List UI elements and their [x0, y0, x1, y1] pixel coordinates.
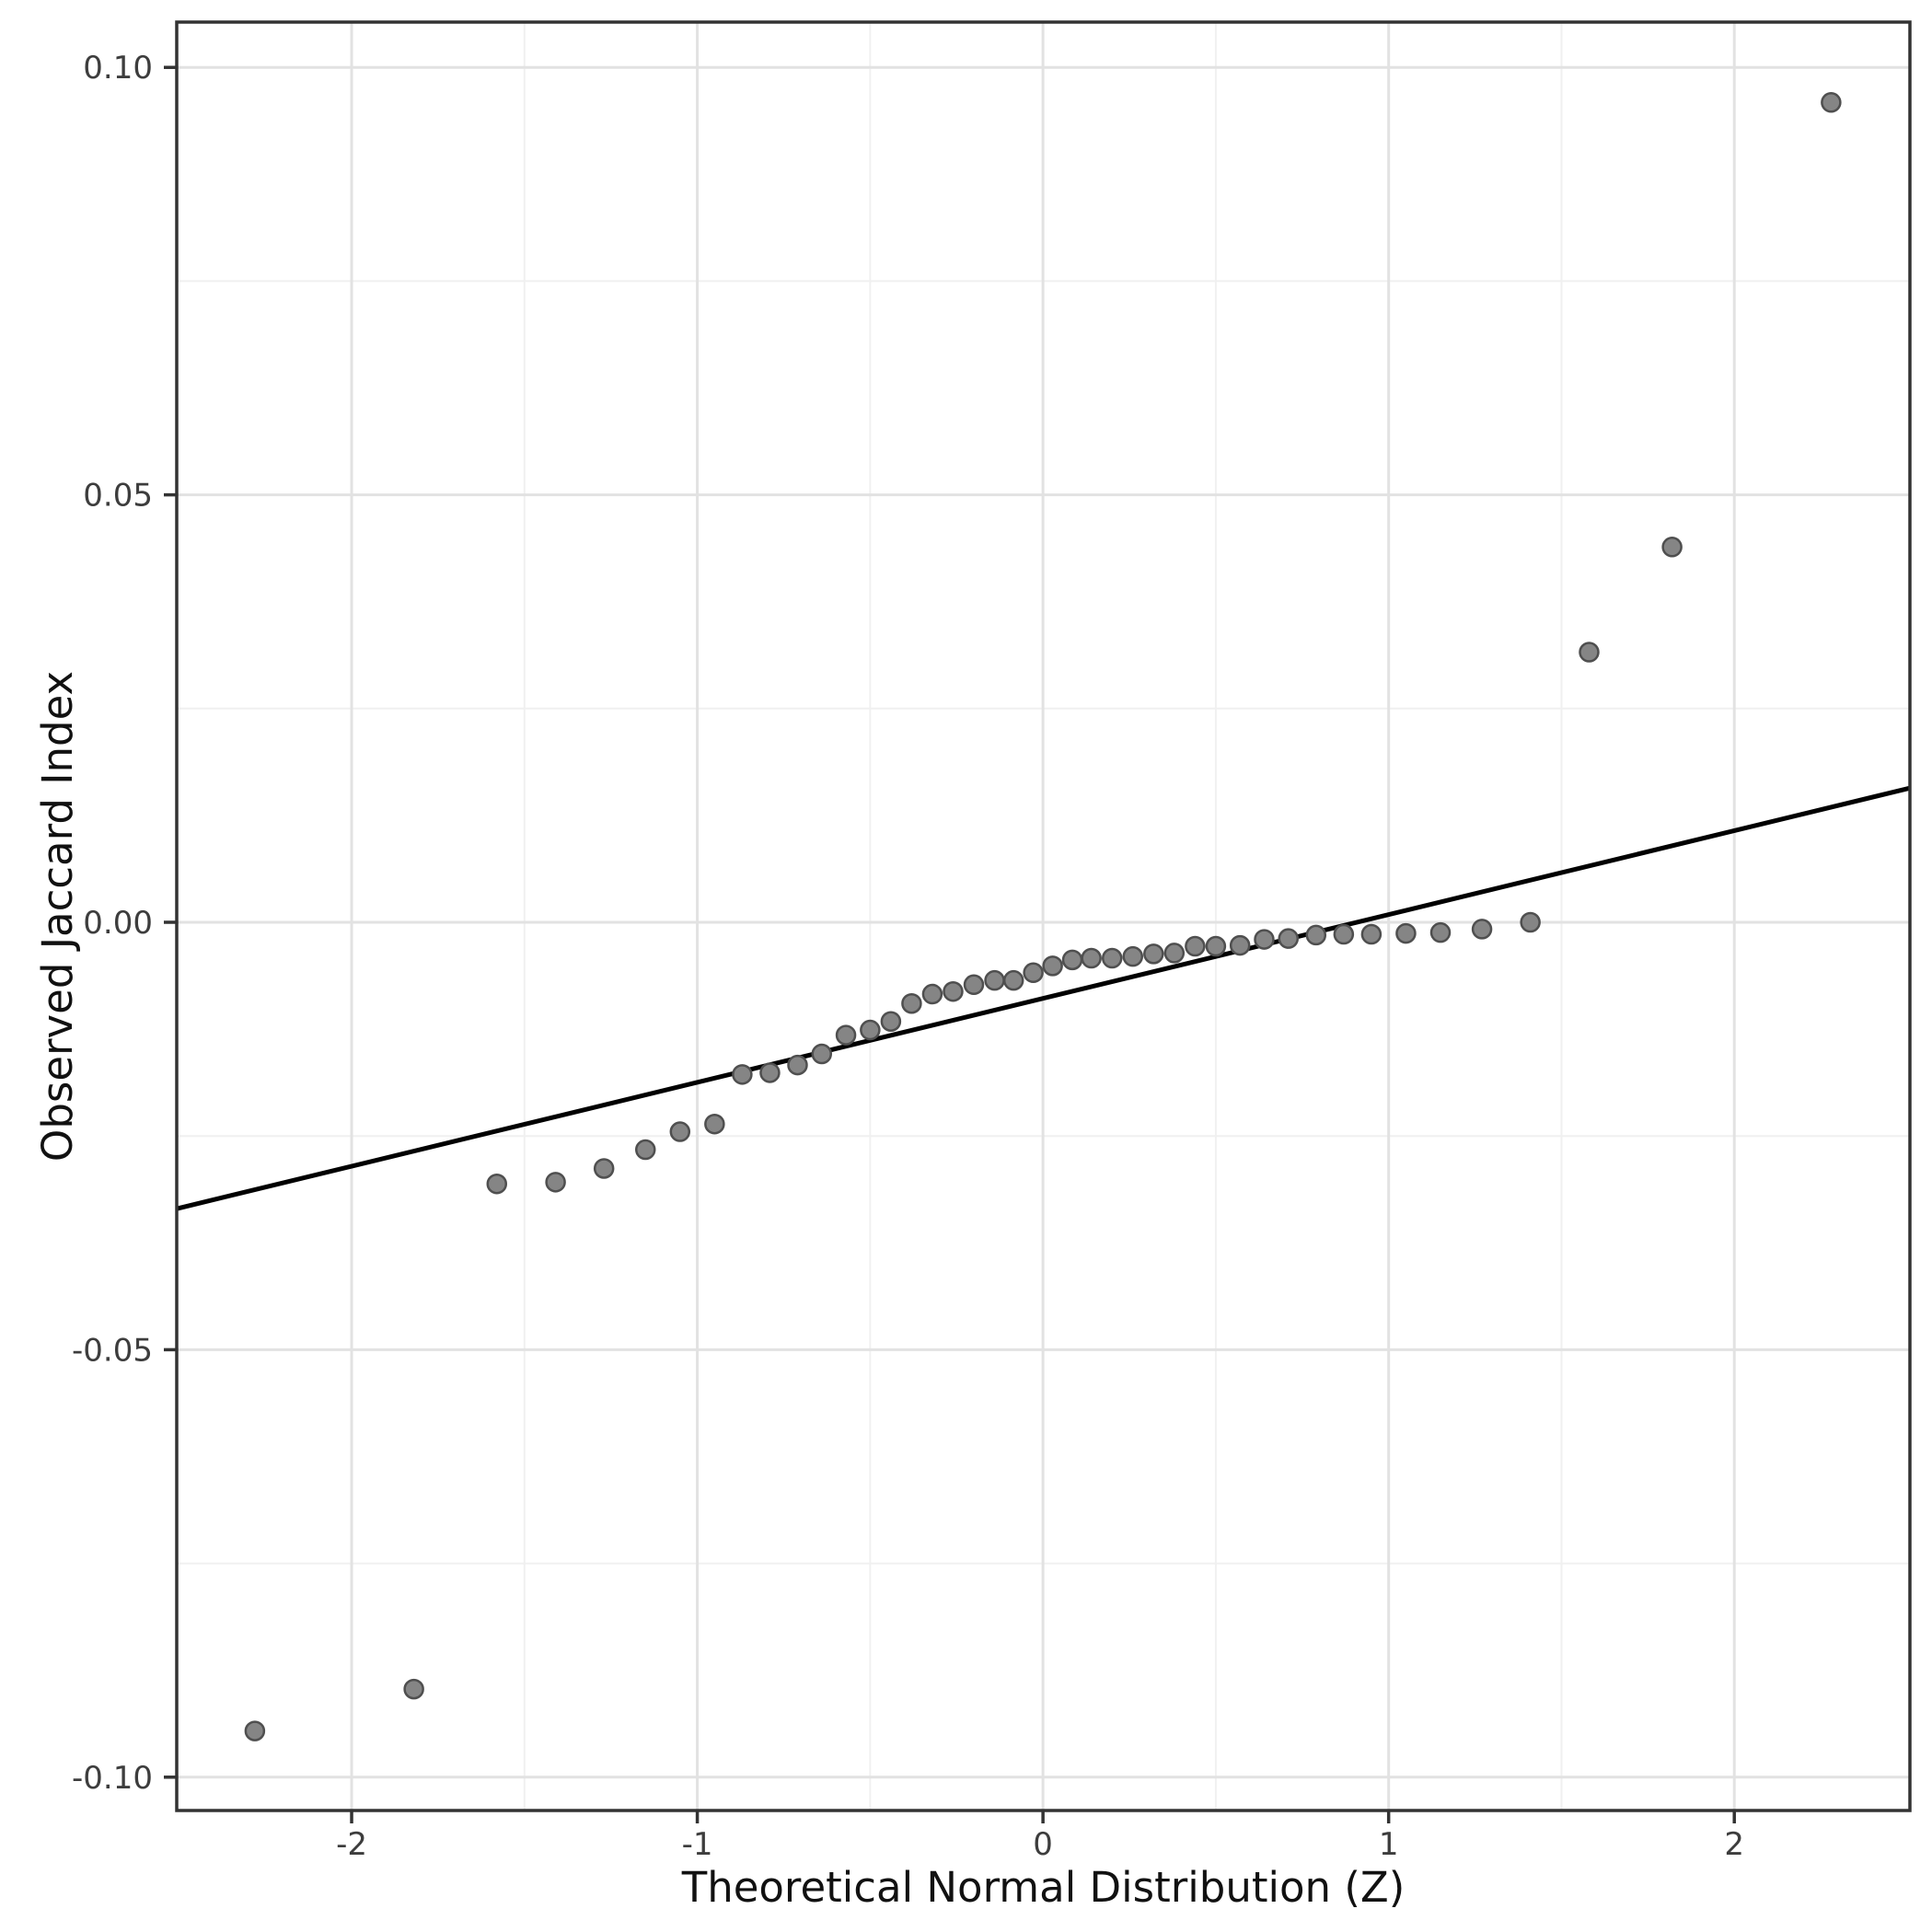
- x-tick-label: 2: [1724, 1826, 1744, 1863]
- data-point: [943, 980, 964, 1002]
- data-point: [1229, 934, 1251, 956]
- data-point: [921, 983, 943, 1005]
- data-point: [1205, 935, 1227, 957]
- y-axis-title: Observed Jaccard Index: [33, 671, 82, 1162]
- x-tick-label: 0: [1033, 1826, 1053, 1863]
- data-point: [732, 1064, 753, 1085]
- data-point: [811, 1043, 833, 1065]
- data-point: [1305, 924, 1327, 946]
- data-point: [1061, 949, 1083, 971]
- data-point: [835, 1024, 857, 1046]
- data-point: [593, 1158, 615, 1179]
- data-point: [787, 1054, 808, 1076]
- y-tick-label: 0.10: [83, 50, 153, 87]
- data-point: [1661, 537, 1683, 558]
- data-point: [984, 969, 1005, 991]
- data-point: [1185, 935, 1206, 957]
- data-point: [1254, 929, 1275, 950]
- data-point: [1122, 945, 1144, 967]
- data-point: [244, 1720, 266, 1741]
- data-point: [486, 1173, 508, 1195]
- data-point: [403, 1678, 424, 1700]
- data-point: [901, 992, 922, 1014]
- data-point: [1360, 923, 1382, 945]
- data-point: [963, 974, 985, 996]
- y-tick-label: 0.05: [83, 478, 153, 515]
- x-tick-label: -2: [336, 1826, 367, 1863]
- data-point: [1002, 969, 1024, 991]
- data-point: [1429, 921, 1452, 943]
- data-point: [545, 1172, 566, 1193]
- data-point: [860, 1019, 881, 1041]
- data-point: [704, 1113, 725, 1135]
- data-point: [669, 1121, 691, 1142]
- data-point: [1101, 947, 1123, 969]
- data-point: [634, 1139, 656, 1161]
- data-point: [1395, 922, 1417, 944]
- x-axis-title: Theoretical Normal Distribution (Z): [681, 1863, 1406, 1912]
- y-tick-label: -0.05: [72, 1332, 153, 1369]
- y-tick-label: 0.00: [83, 905, 153, 942]
- data-point: [1333, 923, 1355, 945]
- y-tick-label: -0.10: [72, 1760, 153, 1797]
- data-point: [1143, 943, 1164, 965]
- data-point: [1579, 642, 1600, 663]
- data-point: [1163, 943, 1186, 964]
- qq-reference-line: [176, 785, 1911, 1211]
- x-tick-label: -1: [682, 1826, 713, 1863]
- data-point: [880, 1011, 902, 1032]
- x-tick-label: 1: [1379, 1826, 1399, 1863]
- data-point: [1821, 92, 1842, 113]
- data-point: [1081, 947, 1102, 969]
- data-point: [759, 1062, 781, 1083]
- data-point: [1042, 955, 1063, 977]
- data-point: [1023, 962, 1044, 984]
- data-point: [1520, 911, 1541, 933]
- data-point: [1278, 928, 1300, 949]
- data-point: [1471, 919, 1493, 940]
